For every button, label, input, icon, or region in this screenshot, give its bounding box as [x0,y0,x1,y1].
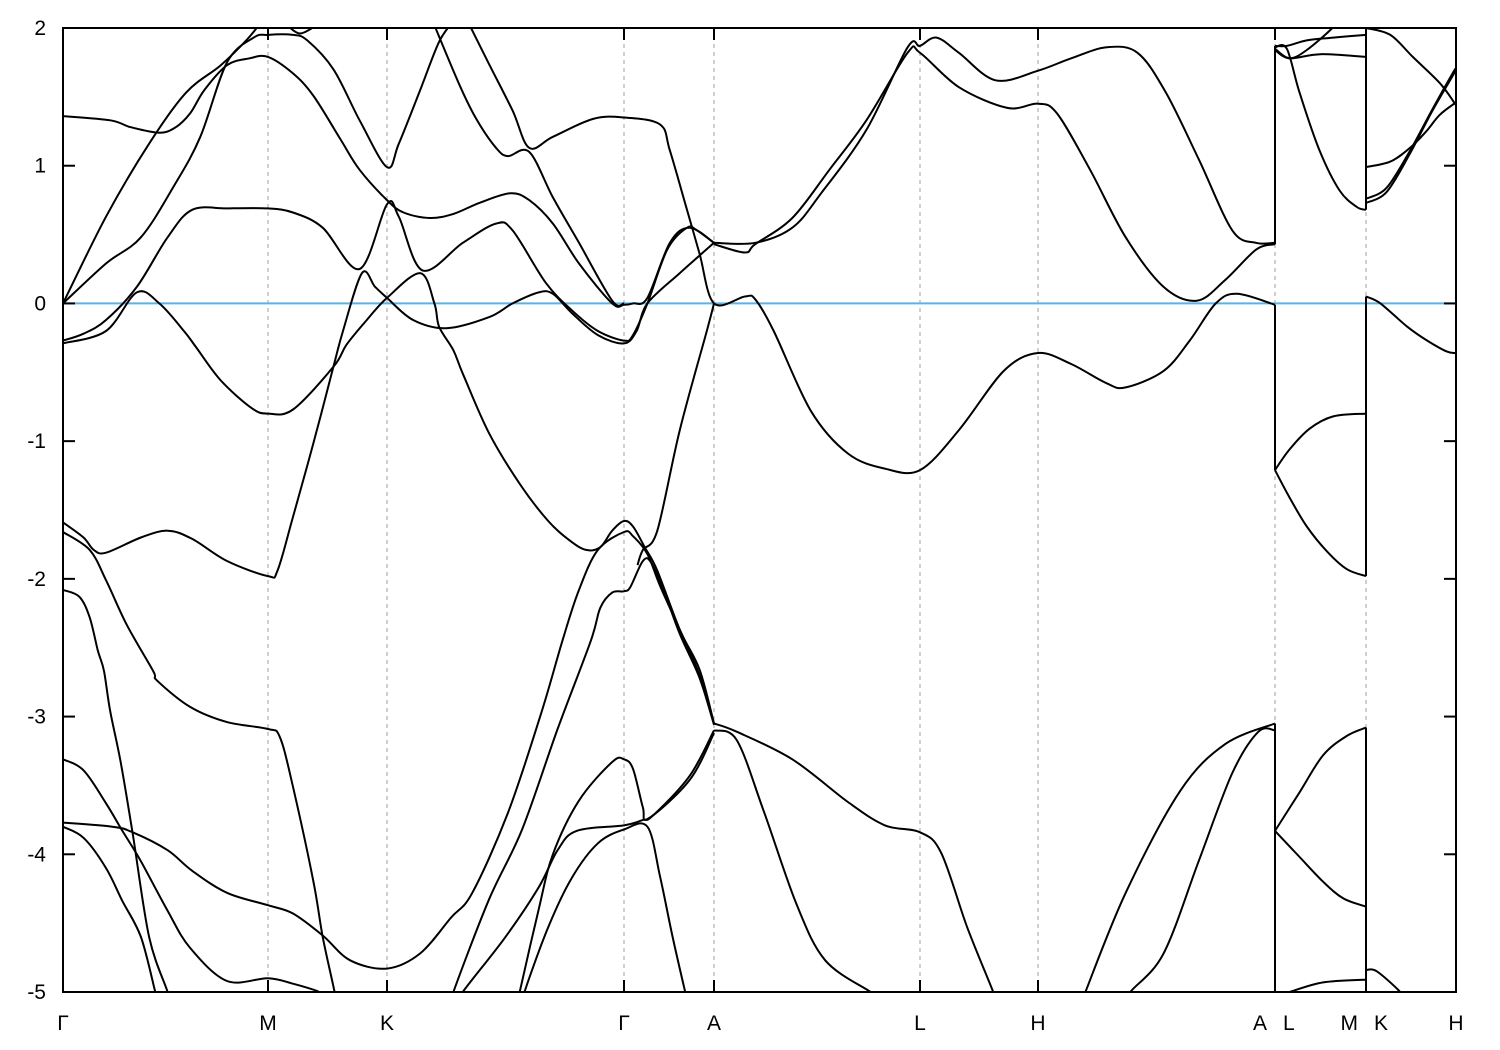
band-line [518,732,715,992]
band-line [63,588,169,992]
x-tick-label: K [380,1012,394,1035]
band-line [63,28,258,304]
band-line [1084,722,1276,992]
band-line [713,722,995,992]
band-line [434,28,625,307]
band-line [1274,28,1334,60]
band-line [63,242,715,579]
band-line [636,303,715,566]
y-tick-label: -4 [27,843,46,866]
band-line [1365,69,1456,204]
band-line [713,36,1276,245]
y-tick-label: -5 [27,981,46,1004]
band-line [1365,28,1456,106]
y-tick-label: 2 [34,17,46,40]
band-line [1274,33,1367,48]
y-tick-label: -2 [27,568,46,591]
x-tick-label: A [1253,1012,1267,1035]
x-tick-label: Γ [57,1012,69,1035]
band-line [63,530,715,970]
y-tick-label: 1 [34,155,46,178]
band-line [1365,968,1402,992]
band-line [1129,727,1276,992]
grid-lines [267,28,1367,992]
x-tick-label: L [1283,1012,1295,1035]
band-line [63,200,715,342]
band-line [1274,830,1367,908]
band-line [469,28,1276,475]
axis-ticks [63,28,1456,992]
band-line [1274,43,1367,211]
x-tick-label: H [1030,1012,1045,1035]
x-tick-label: H [1448,1012,1463,1035]
band-line [63,272,715,724]
band-line [1274,469,1367,578]
y-tick-label: 0 [34,292,46,315]
band-line [63,531,336,992]
x-tick-label: A [707,1012,721,1035]
band-line [63,28,450,305]
x-tick-label: K [1374,1012,1388,1035]
y-tick-label: -3 [27,706,46,729]
band-line [1274,726,1367,832]
band-line [713,45,1276,302]
band-line [1365,295,1456,355]
band-line [1365,101,1456,169]
y-tick-label: -1 [27,430,46,453]
band-line [461,729,715,992]
band-line [63,758,321,992]
band-line [1274,412,1367,471]
band-line [288,28,315,35]
band-line [63,825,157,992]
band-line [1289,978,1367,992]
x-tick-label: Γ [618,1012,630,1035]
band-line [523,822,687,992]
plot-frame [62,27,1457,993]
band-line [63,54,715,308]
x-tick-label: M [1341,1012,1359,1035]
band-line [452,557,715,992]
tick-labels: 210-1-2-3-4-5Γ M K Γ A L H A L M K H [27,17,1463,1035]
x-tick-label: L [914,1012,926,1035]
bands [63,28,1456,992]
x-tick-label: M [259,1012,277,1035]
band-line [713,729,873,992]
